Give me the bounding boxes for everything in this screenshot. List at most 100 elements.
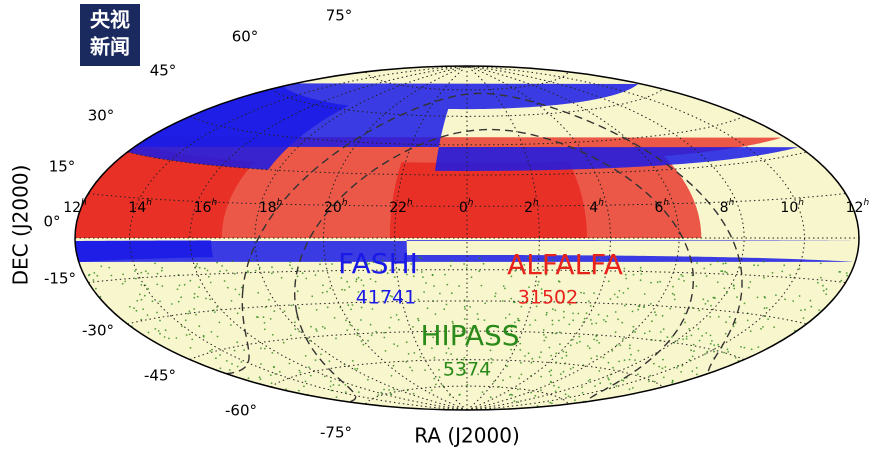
source-dot: [209, 281, 212, 284]
source-dot: [390, 393, 392, 396]
source-dot: [412, 275, 415, 278]
source-dot: [519, 349, 522, 351]
source-dot: [324, 327, 326, 330]
source-dot: [319, 263, 321, 266]
source-dot: [251, 259, 254, 261]
source-dot: [583, 292, 585, 295]
source-dot: [462, 358, 465, 361]
source-dot: [691, 355, 694, 358]
ra-label: 18h: [259, 198, 283, 217]
source-dot: [609, 298, 612, 300]
source-dot: [541, 265, 544, 268]
source-dot: [606, 265, 609, 267]
source-dot: [311, 295, 314, 298]
source-dot: [673, 298, 676, 301]
source-dot: [329, 385, 332, 388]
ra-unit: h: [81, 198, 87, 208]
source-dot: [433, 377, 436, 380]
source-dot: [540, 351, 542, 354]
source-dot: [418, 256, 421, 259]
galactic-line: [296, 312, 357, 403]
source-dot: [707, 300, 709, 302]
source-dot: [534, 319, 537, 321]
source-dot: [225, 360, 228, 362]
source-dot: [643, 332, 646, 335]
source-dot: [562, 350, 565, 353]
source-dot: [692, 343, 695, 346]
source-dot: [607, 377, 609, 379]
source-dot: [180, 325, 183, 328]
source-dot: [564, 393, 567, 396]
source-dot: [510, 333, 512, 335]
source-dot: [693, 350, 695, 352]
source-dot: [517, 319, 520, 322]
source-dot: [587, 300, 590, 303]
source-dot: [701, 335, 703, 337]
source-dot: [750, 348, 753, 351]
source-dot: [157, 330, 160, 332]
source-dot: [639, 266, 642, 269]
source-dot: [164, 329, 167, 332]
grid-line: [466, 66, 680, 410]
source-dot: [593, 292, 595, 294]
source-dot: [637, 308, 639, 311]
grid-line: [466, 66, 612, 410]
source-dot: [143, 294, 146, 297]
ra-unit: h: [146, 198, 152, 208]
source-dot: [509, 375, 512, 378]
source-dot: [347, 304, 350, 307]
source-dot: [211, 348, 213, 351]
source-dot: [643, 306, 645, 308]
source-dot: [762, 326, 764, 328]
source-dot: [802, 317, 805, 319]
source-dot: [368, 262, 371, 265]
source-dot: [477, 318, 480, 321]
source-dot: [463, 305, 466, 308]
source-dot: [449, 368, 452, 370]
source-dot: [562, 266, 565, 268]
source-dot: [510, 297, 513, 300]
source-dot: [822, 284, 824, 287]
source-dot: [615, 344, 618, 347]
y-axis-label: DEC (J2000): [9, 165, 33, 286]
source-dot: [622, 338, 624, 340]
source-dot: [589, 305, 592, 307]
source-dot: [223, 280, 226, 282]
source-dot: [175, 337, 178, 339]
source-dot: [269, 374, 272, 376]
source-dot: [198, 286, 201, 288]
source-dot: [282, 341, 285, 344]
source-dot: [305, 277, 308, 280]
source-dot: [825, 288, 828, 291]
source-dot: [96, 274, 99, 277]
source-dot: [193, 292, 196, 295]
source-dot: [840, 279, 843, 282]
source-dot: [209, 298, 212, 301]
ra-hours: 4: [589, 200, 598, 216]
source-dot: [711, 340, 713, 342]
survey-coverage: [75, 83, 856, 410]
source-dot: [599, 382, 602, 385]
source-dot: [671, 336, 673, 338]
source-dot: [322, 284, 324, 287]
ra-label: 22h: [389, 198, 413, 217]
ra-hours: 12: [846, 200, 864, 216]
source-dot: [140, 298, 143, 301]
logo-box: [80, 4, 140, 66]
dec-label: -75°: [320, 424, 352, 442]
source-dot: [698, 339, 701, 342]
ra-unit: h: [407, 198, 413, 208]
source-dot: [740, 346, 742, 348]
source-dot: [360, 279, 363, 282]
ra-hours: 12: [63, 200, 81, 216]
source-dot: [614, 331, 617, 334]
source-dot: [269, 318, 272, 320]
source-dot: [335, 337, 337, 340]
ra-hours: 20: [324, 200, 342, 216]
ra-unit: h: [729, 198, 735, 208]
source-dot: [680, 273, 683, 276]
source-dot: [682, 338, 684, 341]
source-dot: [198, 266, 201, 269]
source-dot: [596, 355, 598, 357]
source-dot: [685, 338, 688, 340]
